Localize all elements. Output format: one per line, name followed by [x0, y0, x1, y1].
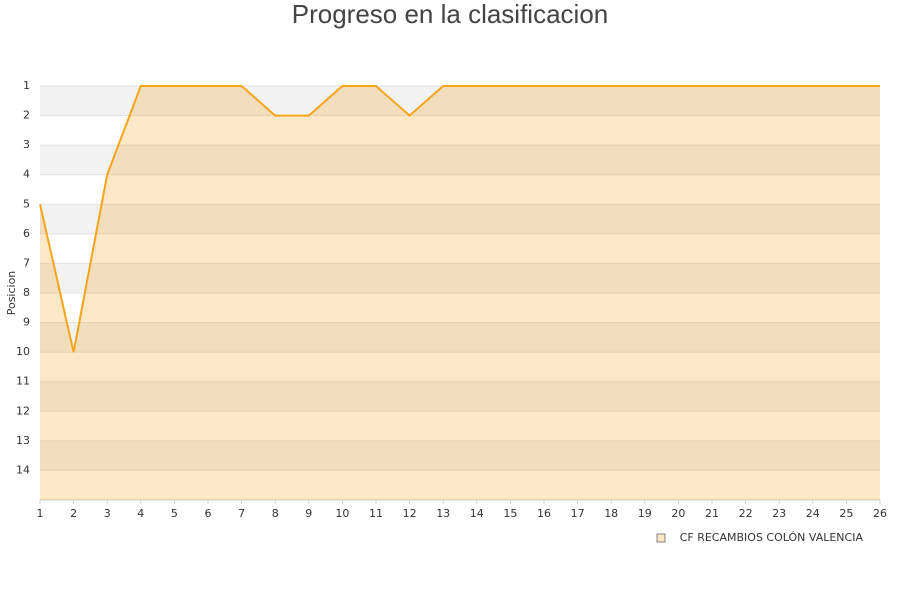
x-tick-label: 21 — [705, 507, 719, 520]
x-tick-label: 12 — [403, 507, 417, 520]
x-tick-label: 8 — [272, 507, 279, 520]
x-tick-label: 5 — [171, 507, 178, 520]
grid-band — [40, 263, 880, 293]
y-tick-label: 3 — [23, 138, 30, 151]
x-tick-label: 15 — [503, 507, 517, 520]
y-tick-label: 8 — [23, 286, 30, 299]
x-tick-label: 22 — [739, 507, 753, 520]
x-tick-label: 19 — [638, 507, 652, 520]
y-tick-label: 12 — [16, 404, 30, 417]
x-tick-label: 20 — [671, 507, 685, 520]
grid-band — [40, 470, 880, 500]
grid-band — [40, 322, 880, 353]
x-tick-label: 2 — [70, 507, 77, 520]
x-tick-label: 23 — [772, 507, 786, 520]
line — [39, 85, 880, 353]
y-tick-label: 13 — [16, 434, 30, 447]
x-tick-label: 4 — [137, 507, 144, 520]
grid-band — [40, 233, 880, 264]
x-tick-label: 17 — [571, 507, 585, 520]
legend-swatch — [656, 533, 666, 543]
x-tick-label: 3 — [104, 507, 111, 520]
y-tick-label: 2 — [23, 109, 30, 122]
grid-band — [40, 145, 880, 175]
grid-band — [40, 115, 880, 146]
y-tick-label: 14 — [16, 463, 30, 476]
grid-band — [40, 381, 880, 412]
x-tick-label: 10 — [335, 507, 349, 520]
x-tick-label: 25 — [839, 507, 853, 520]
legend-label: CF RECAMBIOS COLÓN VALENCIA — [680, 531, 864, 544]
grid-band — [40, 293, 880, 323]
y-tick-label: 11 — [16, 375, 30, 388]
y-tick-label: 4 — [23, 168, 30, 181]
x-tick-label: 26 — [873, 507, 887, 520]
y-tick-label: 7 — [23, 256, 30, 269]
y-tick-label: 5 — [23, 197, 30, 210]
x-tick-label: 24 — [806, 507, 820, 520]
y-axis-label: Posicion — [5, 271, 18, 316]
x-tick-label: 14 — [470, 507, 484, 520]
x-tick-label: 18 — [604, 507, 618, 520]
grid-band — [40, 440, 880, 471]
y-tick-label: 1 — [23, 79, 30, 92]
y-tick-label: 6 — [23, 227, 30, 240]
y-tick-label: 10 — [16, 345, 30, 358]
grid-band — [40, 174, 880, 205]
x-tick-label: 1 — [37, 507, 44, 520]
x-tick-label: 16 — [537, 507, 551, 520]
grid-band — [40, 411, 880, 441]
x-tick-label: 13 — [436, 507, 450, 520]
chart-title: Progreso en la clasificacion — [292, 0, 609, 29]
grid-band — [40, 352, 880, 382]
x-tick-label: 6 — [205, 507, 212, 520]
x-tick-label: 11 — [369, 507, 383, 520]
grid-band — [40, 86, 880, 116]
y-tick-label: 9 — [23, 316, 30, 329]
grid-band — [40, 204, 880, 234]
x-tick-label: 9 — [305, 507, 312, 520]
area — [40, 86, 880, 500]
x-tick-label: 7 — [238, 507, 245, 520]
